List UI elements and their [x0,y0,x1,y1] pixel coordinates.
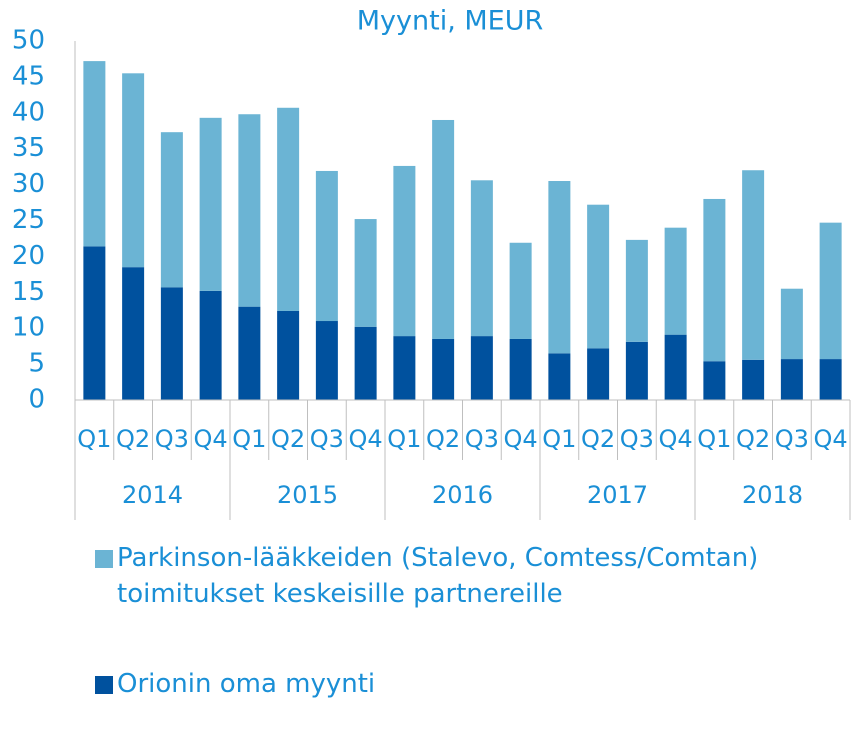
bar-segment [393,165,416,337]
bar-segment [703,198,726,362]
x-tick-label: Q1 [542,425,576,453]
y-tick-label: 50 [12,26,45,56]
legend: Parkinson-lääkkeiden (Stalevo, Comtess/C… [95,540,855,756]
bar-segment [548,181,571,354]
year-label: 2015 [277,481,338,509]
bar-segment [587,204,610,349]
x-tick-label: Q2 [116,425,150,453]
y-tick-label: 15 [12,277,45,307]
bar-segment [470,336,493,400]
bar-segment [277,107,300,311]
bar-segment [199,290,222,400]
bar-segment [664,334,687,400]
bar-segment [277,310,300,400]
x-tick-label: Q1 [77,425,111,453]
x-tick-label: Q3 [465,425,499,453]
bar-segment [393,336,416,400]
y-tick-label: 25 [12,205,45,235]
y-tick-label: 30 [12,169,45,199]
y-tick-label: 10 [12,313,45,343]
bar-segment [160,287,183,400]
legend-label: Orionin oma myynti [117,669,376,699]
bar-segment [83,246,106,400]
legend-swatch [95,550,113,568]
year-label: 2014 [122,481,183,509]
y-tick-label: 0 [28,385,45,415]
x-tick-label: Q2 [736,425,770,453]
bar-segment [432,338,455,400]
x-tick-label: Q3 [620,425,654,453]
x-tick-label: Q4 [504,425,538,453]
x-tick-label: Q3 [310,425,344,453]
bar-segment [122,267,145,400]
x-tick-label: Q3 [155,425,189,453]
x-tick-label: Q2 [271,425,305,453]
bar-segment [354,326,377,400]
x-tick-label: Q1 [232,425,266,453]
bar-segment [780,359,803,400]
y-tick-label: 35 [12,133,45,163]
y-tick-label: 5 [28,349,45,379]
page: {"chart_data": {"type": "stacked-bar", "… [11,5,851,699]
bar-segment [509,242,532,339]
y-tick-label: 40 [12,97,45,127]
year-label: 2016 [432,481,493,509]
x-tick-label: Q2 [581,425,615,453]
bar-segment [664,227,687,335]
x-tick-label: Q4 [659,425,693,453]
x-tick-label: Q2 [426,425,460,453]
chart-title: Myynti, MEUR [357,6,544,37]
bar-segment [238,306,261,400]
bar-segment [625,239,648,342]
bar-segment [509,338,532,400]
bar-segment [432,119,455,339]
x-tick-label: Q1 [387,425,421,453]
bar-segment [199,117,222,291]
y-tick-label: 20 [12,241,45,271]
bar-segment [587,348,610,400]
legend-item: Orionin oma myynti [95,666,855,702]
legend-swatch [95,676,113,694]
year-label: 2018 [742,481,803,509]
bar-segment [819,222,842,360]
bar-segment [780,288,803,360]
bar-segment [703,361,726,400]
x-tick-label: Q3 [775,425,809,453]
legend-label: Parkinson-lääkkeiden (Stalevo, Comtess/C… [117,543,759,609]
bar-segment [83,61,106,247]
bar-segment [548,353,571,400]
x-tick-label: Q4 [194,425,228,453]
bar-segment [742,359,765,400]
x-tick-label: Q1 [697,425,731,453]
bar-segment [160,132,183,288]
bar-segment [238,114,261,307]
bar-segment [122,73,145,268]
bar-segment [470,180,493,337]
bar-segment [625,341,648,400]
bar-segment [315,170,338,322]
year-label: 2017 [587,481,648,509]
bar-segment [354,219,377,327]
x-tick-label: Q4 [814,425,848,453]
bar-segment [315,321,338,400]
bar-segment [742,170,765,360]
x-tick-label: Q4 [349,425,383,453]
legend-item: Parkinson-lääkkeiden (Stalevo, Comtess/C… [95,540,855,612]
y-tick-label: 45 [12,61,45,91]
bar-segment [819,359,842,400]
